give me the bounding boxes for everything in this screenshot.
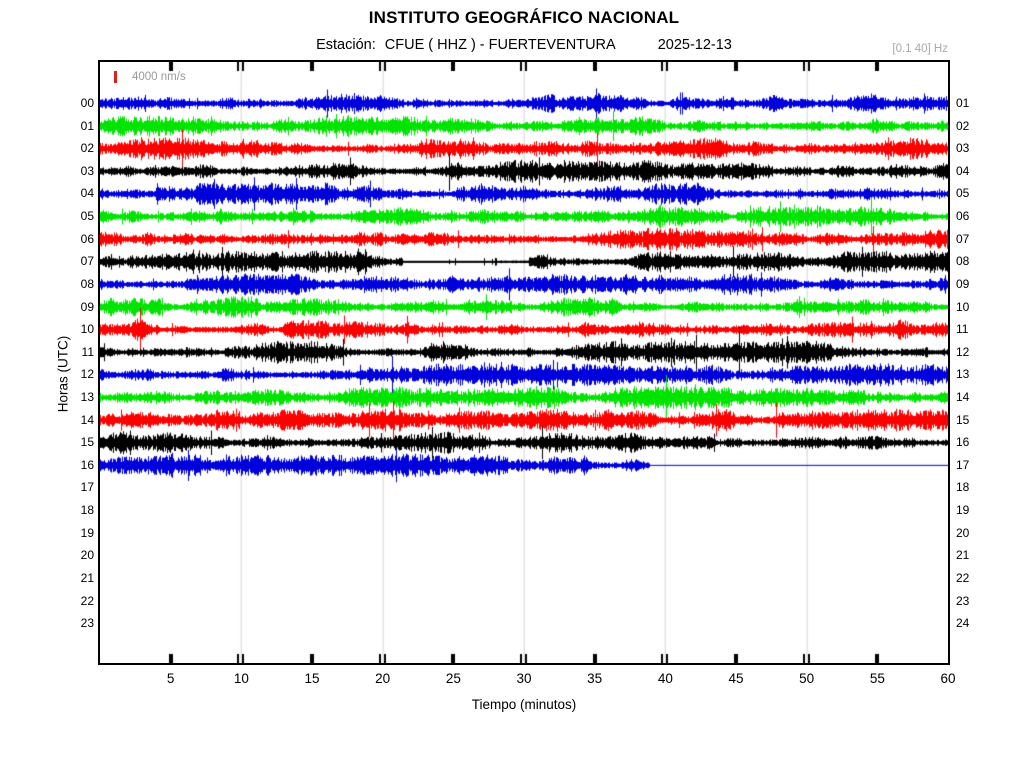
x-tick-label-15: 15: [304, 671, 320, 686]
scale-bar-icon: [114, 71, 117, 83]
x-axis-title: Tiempo (minutos): [471, 697, 577, 712]
hour-label-right-06: 06: [956, 209, 970, 224]
hour-label-right-15: 15: [956, 412, 970, 427]
x-tick-label-45: 45: [728, 671, 744, 686]
hour-label-left-08: 08: [80, 276, 94, 291]
hour-label-left-17: 17: [80, 480, 94, 495]
page-title: INSTITUTO GEOGRÁFICO NACIONAL: [368, 8, 680, 27]
hour-label-right-07: 07: [956, 231, 970, 246]
hour-label-left-03: 03: [80, 163, 94, 178]
hour-label-left-14: 14: [80, 412, 94, 427]
x-tick-label-20: 20: [375, 671, 391, 686]
scale-text: 4000 nm/s: [132, 71, 186, 83]
hour-label-right-23: 23: [956, 593, 970, 608]
hour-label-right-19: 19: [956, 503, 970, 518]
station-value: CFUE ( HHZ ) - FUERTEVENTURA: [384, 37, 616, 53]
x-tick-label-5: 5: [166, 671, 175, 686]
hour-label-left-22: 22: [80, 593, 94, 608]
hour-label-right-18: 18: [956, 480, 970, 495]
hour-label-right-11: 11: [956, 322, 969, 337]
hour-label-left-00: 00: [80, 96, 94, 110]
hour-label-right-01: 01: [956, 96, 970, 110]
hour-label-left-21: 21: [80, 570, 94, 585]
station-line: Estación: CFUE ( HHZ ) - FUERTEVENTURA 2…: [100, 37, 948, 53]
amplitude-scale-legend: 4000 nm/s: [114, 71, 186, 83]
hour-label-left-04: 04: [80, 186, 94, 201]
hour-label-right-16: 16: [956, 435, 970, 450]
hour-label-right-24: 24: [956, 616, 970, 631]
hour-label-right-10: 10: [956, 299, 970, 314]
hour-label-left-11: 11: [81, 344, 94, 359]
hour-label-right-03: 03: [956, 141, 970, 156]
hour-label-right-20: 20: [956, 525, 970, 540]
hour-label-left-19: 19: [80, 525, 94, 540]
hour-label-left-16: 16: [80, 457, 94, 472]
x-tick-label-25: 25: [445, 671, 461, 686]
hour-label-right-09: 09: [956, 276, 970, 291]
hour-label-left-10: 10: [80, 322, 94, 337]
hour-label-left-05: 05: [80, 209, 94, 224]
x-tick-label-50: 50: [799, 671, 815, 686]
hour-label-left-09: 09: [80, 299, 94, 314]
x-tick-label-30: 30: [516, 671, 532, 686]
hour-label-left-01: 01: [80, 118, 94, 133]
hour-label-left-02: 02: [80, 141, 94, 156]
hour-label-left-15: 15: [80, 435, 94, 450]
hour-label-left-07: 07: [80, 254, 94, 269]
hour-label-right-05: 05: [956, 186, 970, 201]
hour-label-left-20: 20: [80, 548, 94, 563]
hour-label-right-13: 13: [956, 367, 970, 382]
hour-label-left-12: 12: [80, 367, 94, 382]
x-tick-label-35: 35: [587, 671, 603, 686]
hour-label-right-08: 08: [956, 254, 970, 269]
hour-label-right-02: 02: [956, 118, 970, 133]
frequency-band-label: [0.1 40] Hz: [892, 43, 948, 55]
date-value: 2025-12-13: [657, 37, 732, 53]
hour-label-right-14: 14: [956, 390, 970, 405]
x-tick-label-60: 60: [940, 671, 956, 686]
seismogram-canvas: [100, 62, 948, 663]
hour-label-left-23: 23: [80, 616, 94, 631]
x-tick-label-40: 40: [657, 671, 673, 686]
x-tick-label-55: 55: [869, 671, 885, 686]
hour-label-left-13: 13: [80, 390, 94, 405]
hour-label-left-06: 06: [80, 231, 94, 246]
plot-area: 4000 nm/s: [98, 60, 950, 665]
hour-label-right-04: 04: [956, 163, 970, 178]
hour-label-left-18: 18: [80, 503, 94, 518]
hour-label-right-12: 12: [956, 344, 970, 359]
hour-label-right-22: 22: [956, 570, 970, 585]
x-tick-label-10: 10: [233, 671, 249, 686]
hour-label-right-21: 21: [956, 548, 970, 563]
station-group: Estación: CFUE ( HHZ ) - FUERTEVENTURA: [316, 37, 616, 53]
station-label: Estación:: [316, 37, 376, 53]
hour-label-right-17: 17: [956, 457, 970, 472]
